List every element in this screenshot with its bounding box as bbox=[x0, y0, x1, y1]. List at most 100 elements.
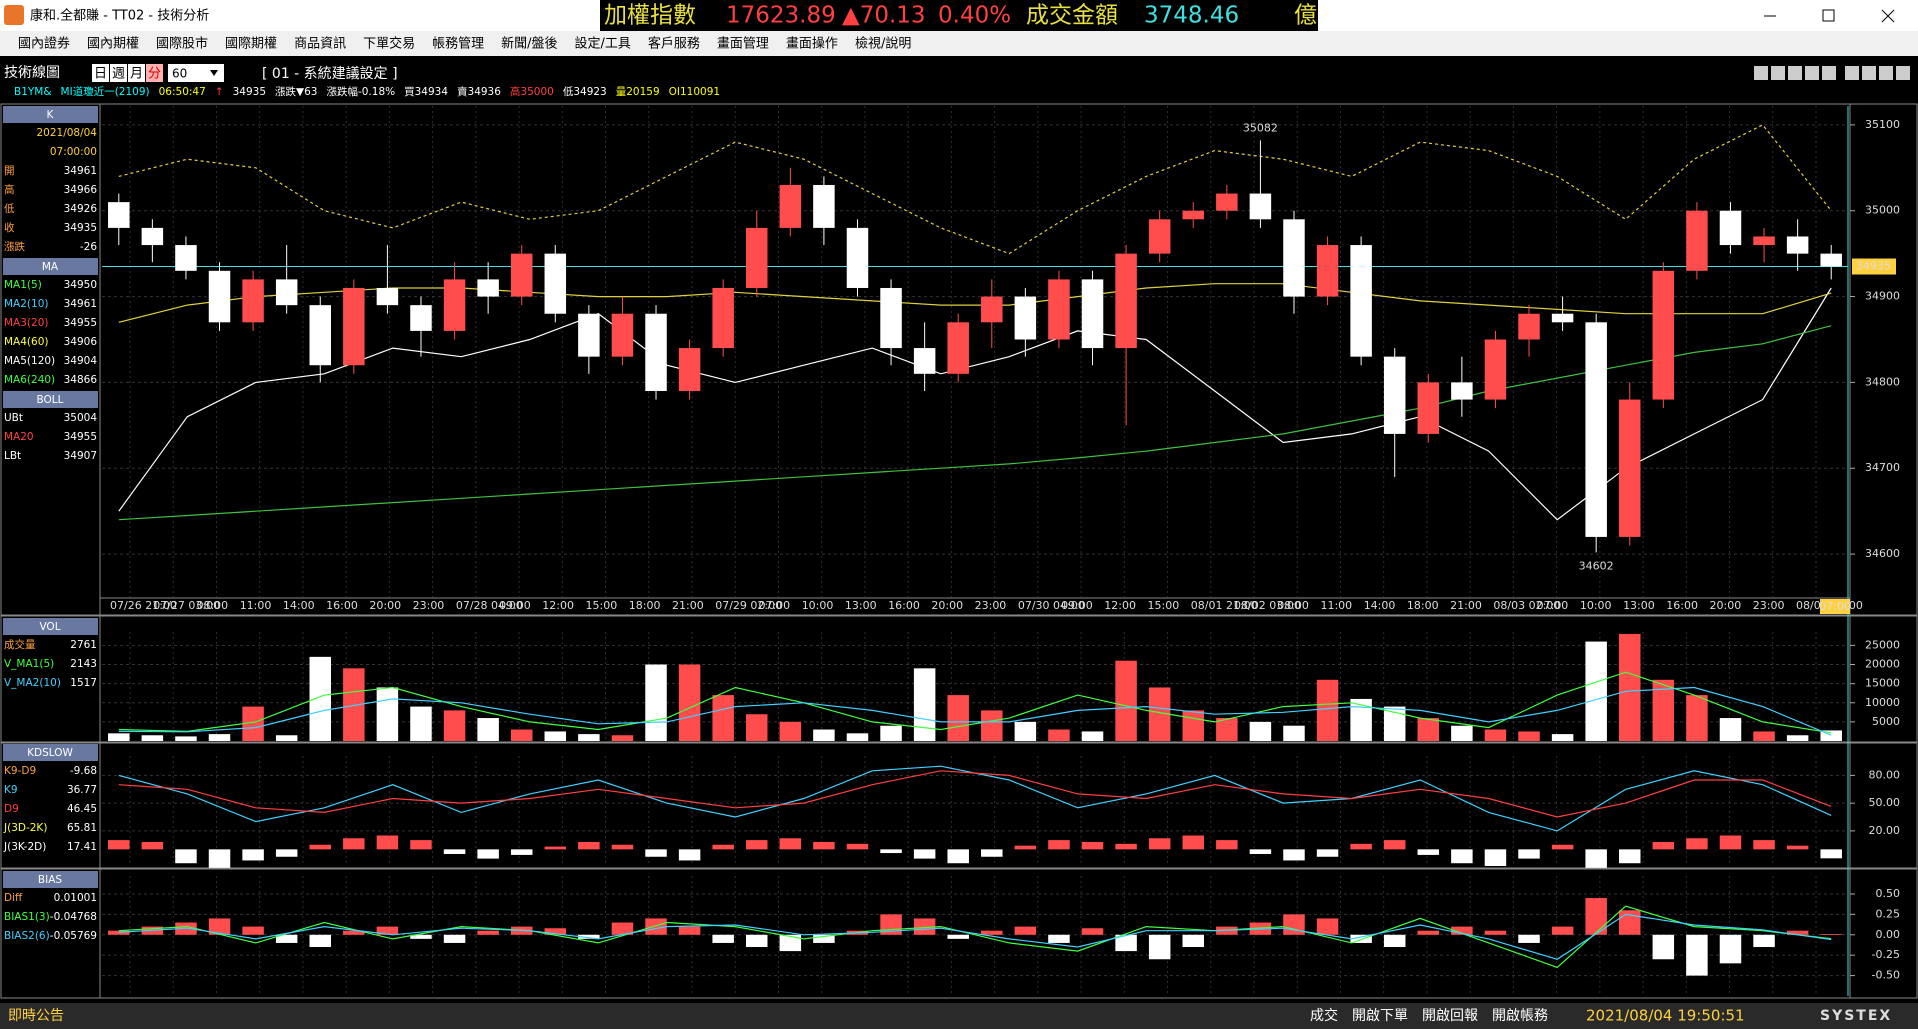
info-label: BIAS1(3) bbox=[4, 911, 50, 923]
time-label: 23:00 bbox=[1753, 599, 1785, 612]
diff-bar bbox=[1148, 838, 1171, 850]
diff-bar bbox=[1484, 930, 1507, 935]
time-label: 16:00 bbox=[326, 599, 358, 612]
info-value: 46.45 bbox=[67, 803, 97, 815]
status-button[interactable]: 開啟回報 bbox=[1422, 1008, 1478, 1024]
period-label[interactable]: 月 bbox=[130, 67, 143, 82]
volume-bar bbox=[1014, 721, 1037, 741]
period-label[interactable]: 分 bbox=[148, 67, 161, 82]
y-tick-label: 34800 bbox=[1865, 375, 1900, 388]
volume-bar bbox=[1350, 698, 1372, 741]
diff-bar bbox=[1148, 934, 1171, 960]
menu-item[interactable]: 國內證券 bbox=[18, 36, 70, 52]
volume-bar bbox=[1283, 725, 1305, 741]
period-label[interactable]: 日 bbox=[94, 67, 107, 82]
menu-item[interactable]: 商品資訊 bbox=[294, 37, 346, 52]
minutes-value[interactable]: 60 bbox=[172, 67, 187, 81]
menu-item[interactable]: 畫面管理 bbox=[717, 37, 769, 52]
info-header: VOL bbox=[39, 621, 60, 633]
info-label: J(3D-2K) bbox=[3, 822, 47, 834]
volume-bar bbox=[1383, 706, 1406, 741]
panel-frame bbox=[0, 103, 1918, 616]
diff-bar bbox=[1417, 930, 1440, 935]
diff-bar bbox=[779, 934, 802, 952]
status-button[interactable]: 成交 bbox=[1310, 1007, 1338, 1024]
diff-bar bbox=[1753, 934, 1775, 948]
setting-label[interactable]: [ 01 - 系統建議設定 ] bbox=[262, 65, 398, 82]
diff-bar bbox=[1048, 840, 1070, 850]
diff-bar bbox=[1686, 838, 1708, 850]
menu-item[interactable]: 下單交易 bbox=[363, 36, 415, 52]
status-bar bbox=[0, 1003, 1918, 1029]
candle-body bbox=[175, 245, 197, 271]
quote-item: 買34934 bbox=[404, 86, 448, 98]
diff-bar bbox=[947, 849, 969, 864]
volume-bar bbox=[275, 735, 298, 741]
restore-button[interactable] bbox=[1822, 9, 1835, 22]
time-label: 07/26 21:00 bbox=[110, 599, 177, 612]
menu-item[interactable]: 設定/工具 bbox=[575, 36, 631, 52]
info-label: 漲跌 bbox=[4, 240, 25, 253]
time-label: 10:00 bbox=[802, 599, 834, 612]
time-label: 08:00 bbox=[196, 599, 228, 612]
menu-item[interactable]: 畫面操作 bbox=[786, 36, 838, 52]
period-button[interactable] bbox=[128, 64, 145, 82]
period-label[interactable]: 週 bbox=[112, 67, 125, 82]
info-value: 34955 bbox=[64, 317, 97, 329]
diff-bar bbox=[1652, 841, 1675, 850]
y-tick-label: 34900 bbox=[1865, 290, 1900, 303]
info-label: 低 bbox=[4, 202, 15, 215]
diff-bar bbox=[242, 849, 264, 861]
index-name: 加權指數 bbox=[604, 3, 696, 29]
panel-frame bbox=[0, 868, 1918, 999]
minutes-input[interactable] bbox=[168, 64, 224, 82]
candle-body bbox=[678, 348, 701, 391]
volume-bar bbox=[410, 706, 432, 741]
time-label: 11:00 bbox=[240, 599, 272, 612]
volume-bar bbox=[242, 706, 264, 741]
diff-bar bbox=[443, 849, 466, 854]
last-price-label: 34935 bbox=[1856, 260, 1891, 273]
period-button[interactable] bbox=[146, 64, 163, 82]
menu-item[interactable]: 新聞/盤後 bbox=[501, 36, 557, 52]
diff-bar bbox=[1283, 914, 1305, 935]
diff-bar bbox=[1820, 849, 1842, 859]
candle-body bbox=[1383, 356, 1406, 434]
panel-frame bbox=[0, 615, 1918, 744]
time-label: 07:00 bbox=[758, 599, 790, 612]
info-header-box bbox=[3, 106, 98, 123]
period-button[interactable] bbox=[110, 64, 127, 82]
candle-body bbox=[645, 313, 667, 391]
y-tick-label: 25000 bbox=[1865, 638, 1900, 651]
quote-item: 低34923 bbox=[563, 85, 607, 98]
menu-item[interactable]: 客戶服務 bbox=[648, 36, 700, 52]
status-button[interactable]: 開啟帳務 bbox=[1492, 1008, 1548, 1024]
period-button[interactable] bbox=[92, 64, 109, 82]
candle-body bbox=[510, 253, 533, 297]
diff-bar bbox=[1719, 835, 1742, 850]
info-value: 34907 bbox=[64, 450, 97, 462]
y-tick-label: 0.00 bbox=[1876, 928, 1901, 941]
menu-item[interactable]: 檢視/說明 bbox=[855, 36, 911, 52]
diff-bar bbox=[275, 849, 298, 857]
time-label: 18:00 bbox=[1407, 599, 1439, 612]
notice[interactable]: 即時公告 bbox=[8, 1008, 64, 1024]
status-button[interactable]: 開啟下單 bbox=[1352, 1008, 1408, 1024]
diff-bar bbox=[746, 840, 768, 850]
toolbar bbox=[0, 56, 1918, 100]
dropdown-arrow[interactable] bbox=[210, 70, 218, 76]
time-label: 13:00 bbox=[1623, 599, 1655, 612]
info-label: MA5(120) bbox=[4, 355, 55, 367]
info-value: 17.41 bbox=[67, 841, 97, 853]
diff-bar bbox=[1182, 934, 1204, 948]
quote-item: 34935 bbox=[233, 86, 266, 98]
diff-bar bbox=[1753, 840, 1775, 850]
turnover-unit: 億 bbox=[1294, 3, 1317, 29]
menu-item[interactable]: 國際期權 bbox=[225, 37, 277, 52]
diff-bar bbox=[746, 934, 768, 948]
menu-item[interactable]: 國際股市 bbox=[156, 36, 208, 52]
high-label: 35082 bbox=[1243, 121, 1278, 134]
menu-item[interactable]: 帳務管理 bbox=[432, 37, 484, 52]
menu-item[interactable]: 國內期權 bbox=[87, 37, 139, 52]
close-button[interactable] bbox=[1881, 9, 1895, 23]
